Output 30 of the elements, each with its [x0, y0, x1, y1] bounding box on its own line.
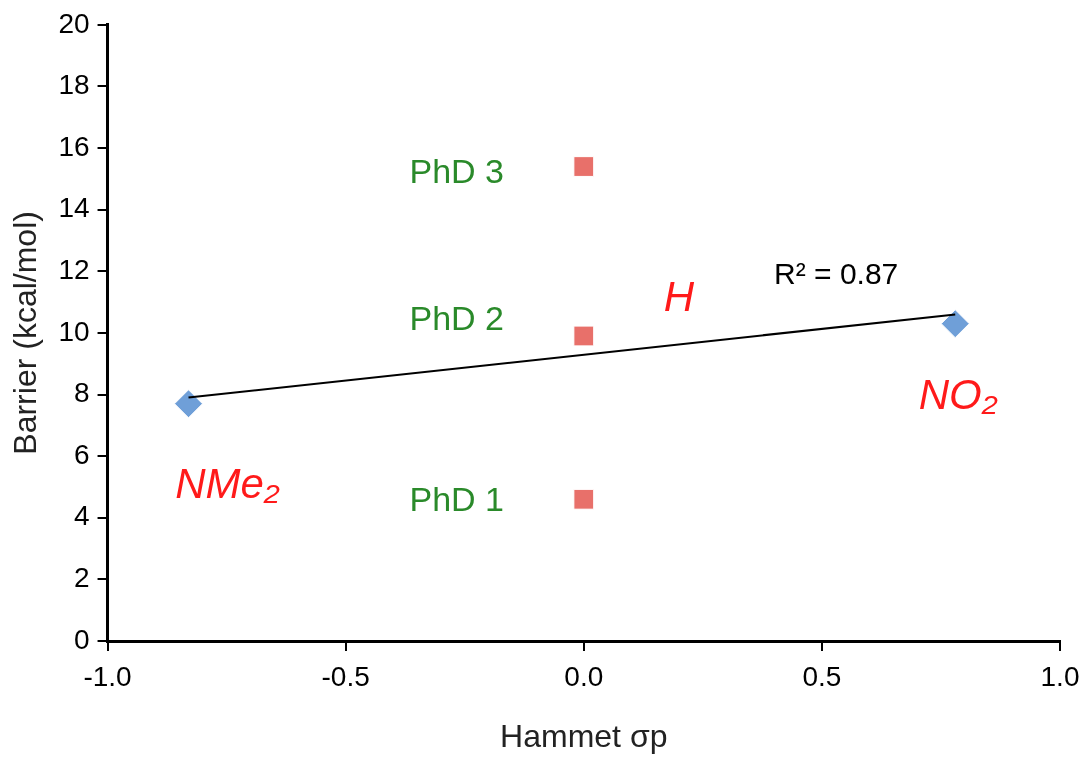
- y-tick-label: 20: [58, 7, 90, 39]
- point: [573, 325, 595, 347]
- y-axis-title: Barrier (kcal/mol): [7, 211, 44, 455]
- y-tick-label: 18: [58, 69, 90, 101]
- y-tick-label: 0: [73, 623, 90, 655]
- x-tick-label: -1.0: [83, 660, 132, 692]
- annotation: R² = 0.87: [774, 257, 899, 290]
- point: [573, 488, 595, 510]
- y-tick-label: 2: [73, 562, 90, 594]
- annotation: NO₂: [918, 371, 998, 419]
- x-tick-label: 0.5: [802, 660, 842, 692]
- x-tick-label: 0.0: [564, 660, 604, 692]
- x-axis-title: Hammet σp: [500, 717, 668, 754]
- y-tick-label: 4: [73, 500, 90, 532]
- y-tick-label: 10: [58, 315, 90, 347]
- annotation: NMe₂: [175, 460, 280, 508]
- y-tick-label: 16: [58, 130, 90, 162]
- annotation: PhD 3: [409, 151, 505, 190]
- y-tick-label: 8: [73, 377, 90, 409]
- y-tick-label: 14: [58, 192, 90, 224]
- point: [940, 309, 970, 339]
- point: [573, 156, 595, 177]
- annotation: PhD 1: [409, 479, 505, 518]
- annotation: PhD 2: [409, 299, 505, 338]
- point: [174, 389, 203, 419]
- x-tick-label: 1.0: [1040, 660, 1080, 692]
- x-tick-label: -0.5: [321, 660, 370, 692]
- y-tick-label: 12: [58, 254, 90, 285]
- annotation: H: [663, 272, 695, 320]
- y-tick-label: 6: [73, 438, 90, 470]
